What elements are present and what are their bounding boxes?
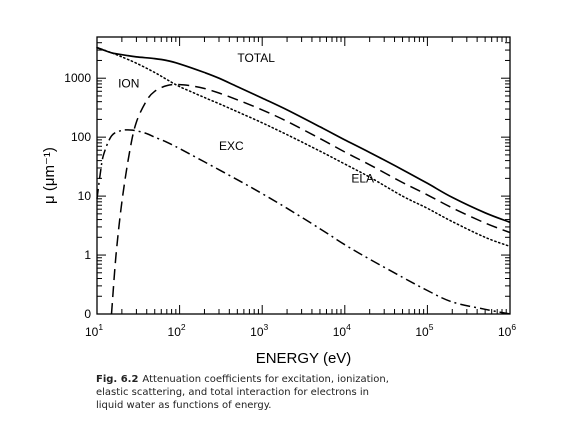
x-tick-label: 103 (250, 322, 268, 339)
tick-labels: 101 102 103 104 105 106 0 1 10 100 1000 TOTAL ION ELA… (64, 51, 516, 339)
x-axis-title: ENERGY (eV) (256, 350, 352, 367)
curves (96, 46, 511, 315)
x-tick-label: 106 (498, 322, 516, 339)
x-tick-label: 105 (415, 322, 433, 339)
series-line-exc (96, 129, 511, 315)
series-label-ela: ELA (351, 172, 374, 186)
y-tick-label: 10 (78, 189, 92, 203)
series-label-exc: EXC (219, 139, 244, 153)
series-line-ion (110, 83, 511, 315)
y-tick-label: 0 (84, 307, 91, 321)
figure-label: Fig. 6.2 (96, 374, 139, 385)
axis-ticks (96, 36, 511, 315)
figure-caption: Fig. 6.2 Attenuation coefficients for exc… (96, 373, 396, 412)
figure-caption-text: Attenuation coefficients for excitation,… (96, 374, 389, 411)
x-tick-label: 104 (333, 322, 351, 339)
series-label-total: TOTAL (237, 51, 275, 65)
series-line-ela (96, 46, 511, 248)
attenuation-chart: 101 102 103 104 105 106 0 1 10 100 1000 TOTAL ION ELA… (41, 36, 516, 367)
x-tick-label: 101 (85, 322, 103, 339)
x-tick-label: 102 (168, 322, 186, 339)
series-line-total (96, 46, 511, 224)
y-tick-label: 1 (84, 248, 91, 262)
y-tick-label: 1000 (64, 71, 91, 85)
plot-frame (96, 36, 511, 315)
series-label-ion: ION (118, 76, 139, 90)
y-tick-label: 100 (71, 130, 91, 144)
y-axis-title: μ (μm⁻¹) (41, 147, 58, 204)
